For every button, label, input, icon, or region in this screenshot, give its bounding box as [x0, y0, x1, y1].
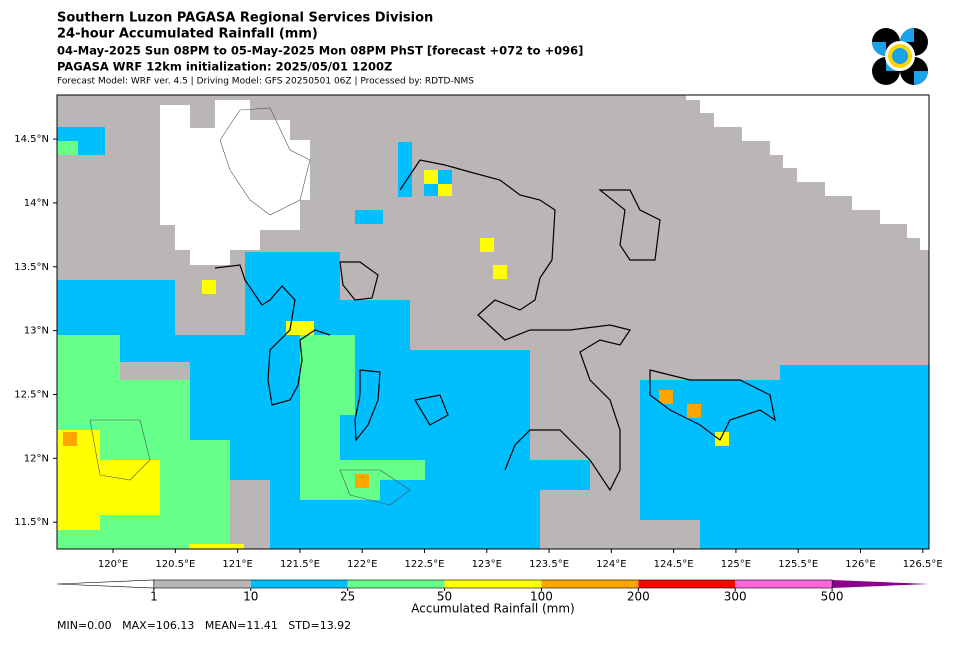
x-tick-label: 126°E: [845, 559, 875, 570]
colorbar-tick-label: 100: [530, 590, 553, 604]
x-tick-label: 121°E: [222, 559, 252, 570]
y-tick-label: 14°N: [24, 198, 49, 209]
x-tick-label: 125.5°E: [778, 559, 818, 570]
logo: [872, 28, 928, 85]
rain-field: [686, 95, 929, 250]
colorbar-under: [56, 579, 155, 589]
period: 04-May-2025 Sun 08PM to 05-May-2025 Mon …: [57, 44, 583, 58]
rain-field: [355, 474, 369, 488]
x-tick-label: 121.5°E: [280, 559, 320, 570]
coastline: [89, 107, 411, 506]
subtitle: 24-hour Accumulated Rainfall (mm): [57, 27, 318, 42]
rain-field: [286, 321, 314, 335]
colorbar-segment: [735, 580, 833, 588]
colorbar-tick-label: 500: [821, 590, 844, 604]
x-tick-label: 122.5°E: [405, 559, 445, 570]
rain-field: [300, 335, 425, 500]
colorbar-tick-label: 1: [150, 590, 158, 604]
colorbar-segment: [153, 580, 251, 588]
colorbar-segment: [250, 580, 348, 588]
x-tick-label: 123.5°E: [529, 559, 569, 570]
x-tick-label: 125°E: [721, 559, 751, 570]
rain-field: [715, 432, 729, 446]
x-tick-label: 123°E: [472, 559, 502, 570]
y-tick-label: 12°N: [24, 453, 49, 464]
colorbar-label: Accumulated Rainfall (mm): [411, 602, 574, 616]
rain-field: [63, 432, 77, 446]
colorbar-tick-label: 200: [627, 590, 650, 604]
rain-field: [687, 404, 701, 418]
rain-field: [640, 365, 929, 549]
y-tick-label: 11.5°N: [14, 517, 49, 528]
rain-field: [202, 280, 216, 294]
rain-field: [57, 430, 160, 530]
x-tick-label: 122°E: [347, 559, 377, 570]
rain-field: [355, 210, 383, 224]
colorbar-tick-label: 50: [437, 590, 452, 604]
y-tick-label: 14.5°N: [14, 134, 49, 145]
rain-field: [659, 390, 673, 404]
colorbar-tick-label: 300: [724, 590, 747, 604]
coastline: [214, 159, 776, 492]
model-info: Forecast Model: WRF ver. 4.5 | Driving M…: [57, 77, 474, 87]
x-tick-label: 124.5°E: [654, 559, 694, 570]
y-tick-label: 13.5°N: [14, 262, 49, 273]
colorbar-tick-label: 10: [243, 590, 258, 604]
rain-field: [160, 100, 310, 265]
rain-field: [493, 265, 507, 279]
colorbar-segment: [347, 580, 445, 588]
colorbar-over: [832, 580, 929, 588]
x-tick-label: 120.5°E: [155, 559, 195, 570]
rain-field: [438, 184, 452, 196]
rain-field: [424, 170, 438, 184]
colorbar-segment: [541, 580, 639, 588]
rain-field: [398, 142, 412, 197]
map-frame: [56, 94, 930, 550]
colorbar-frame: [153, 579, 833, 589]
x-tick-label: 126.5°E: [903, 559, 943, 570]
x-tick-label: 124°E: [596, 559, 626, 570]
stats: MIN=0.00 MAX=106.13 MEAN=11.41 STD=13.92: [57, 619, 351, 632]
map: [56, 94, 930, 550]
colorbar-segment: [444, 580, 542, 588]
title: Southern Luzon PAGASA Regional Services …: [57, 11, 433, 26]
y-tick-label: 12.5°N: [14, 389, 49, 400]
y-tick-label: 13°N: [24, 326, 49, 337]
x-tick-label: 120°E: [98, 559, 128, 570]
initialization: PAGASA WRF 12km initialization: 2025/05/…: [57, 60, 392, 74]
rain-field: [480, 238, 494, 252]
rain-field: [189, 544, 244, 549]
rain-field: [57, 141, 78, 155]
colorbar-tick-label: 25: [340, 590, 355, 604]
colorbar-segment: [638, 580, 736, 588]
